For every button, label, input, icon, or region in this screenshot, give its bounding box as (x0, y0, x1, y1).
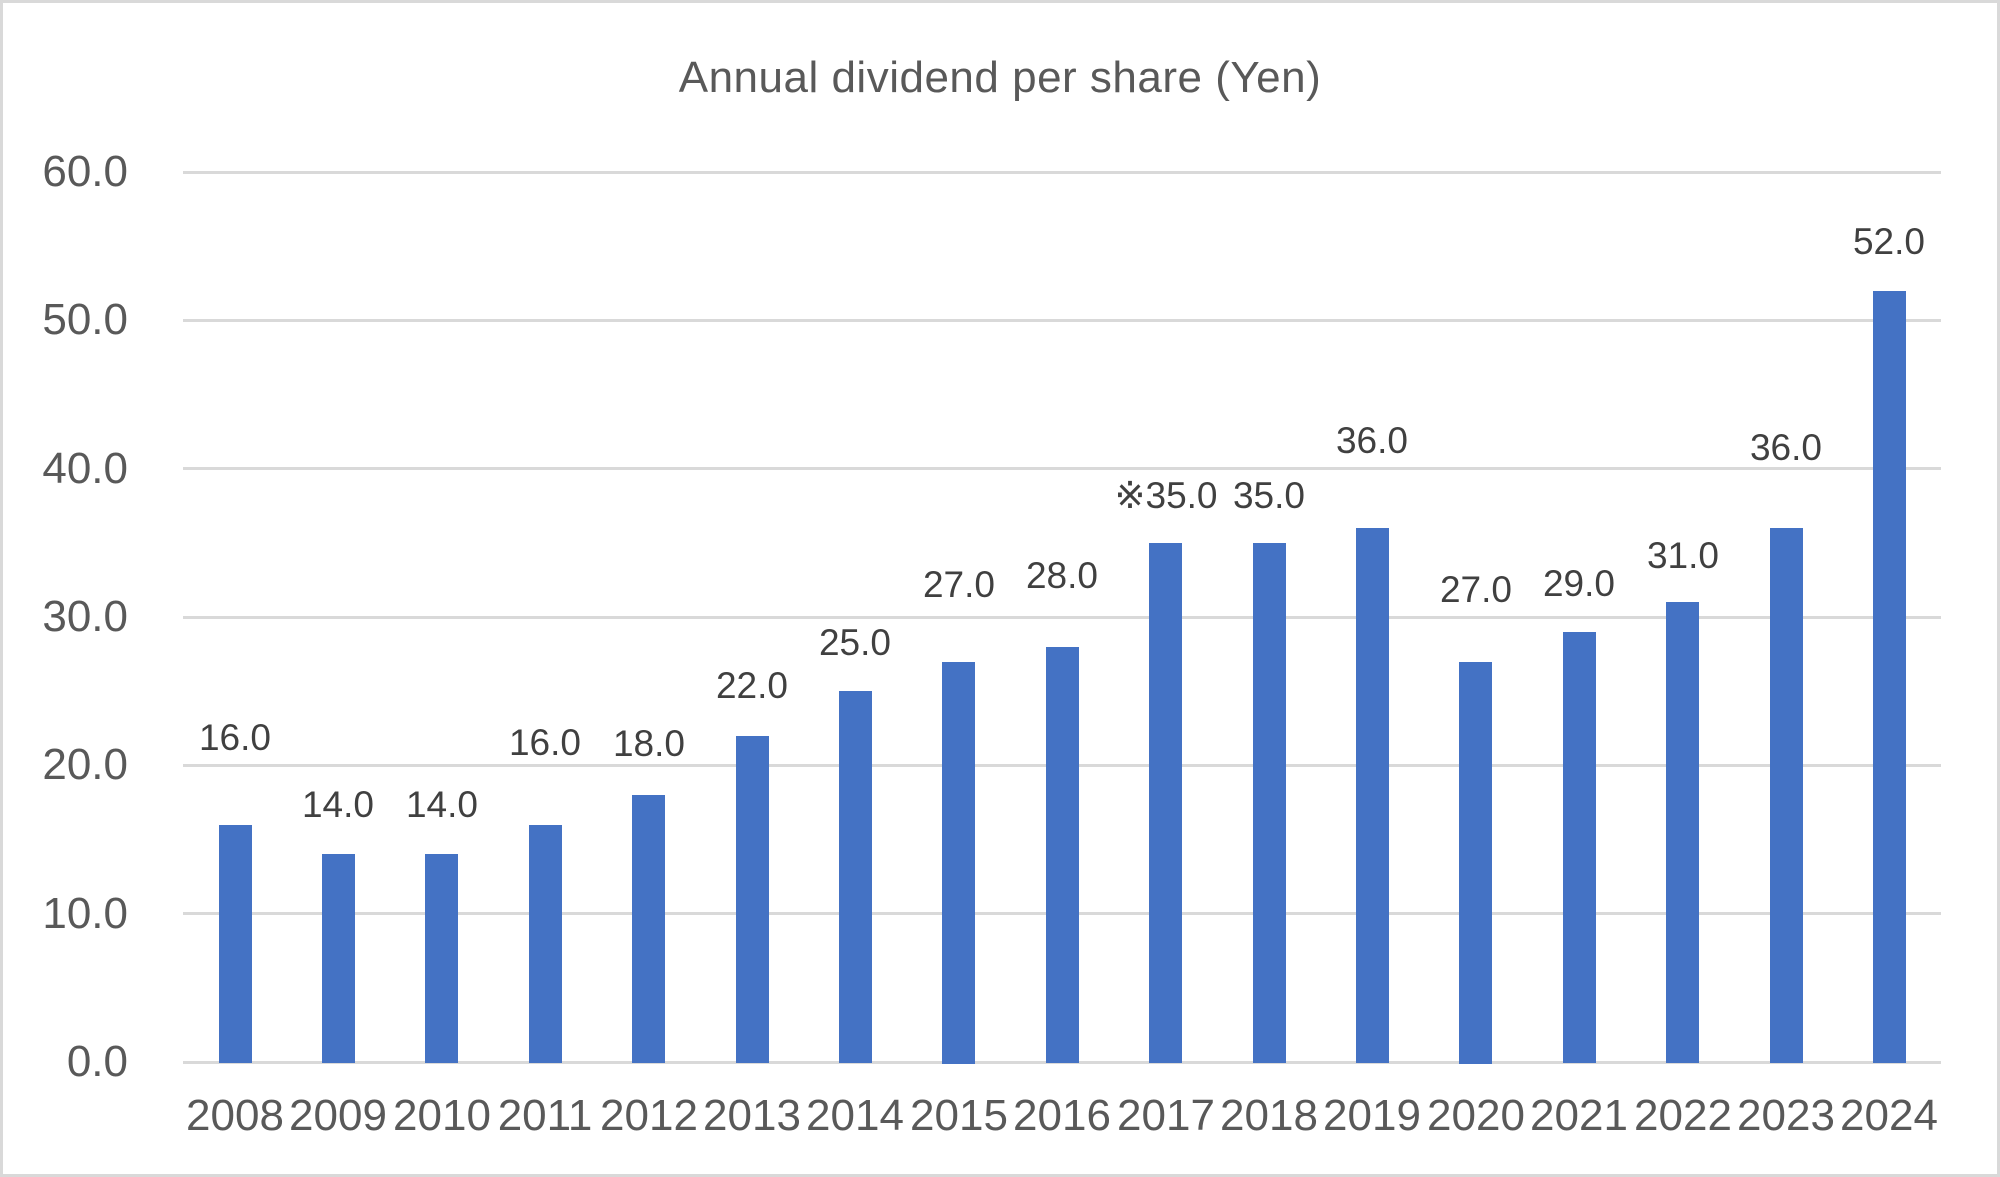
y-axis-tick-label: 0.0 (66, 1037, 128, 1086)
x-axis-category-label: 2019 (1323, 1091, 1421, 1140)
y-axis-tick-label: 10.0 (42, 889, 128, 938)
bar (1149, 543, 1182, 1063)
x-axis-category-label: 2018 (1220, 1091, 1318, 1140)
x-axis-category-label: 2022 (1634, 1091, 1732, 1140)
x-axis-category-label: 2008 (186, 1091, 284, 1140)
bar-value-label: 22.0 (715, 665, 788, 706)
bar-value-label: ※35.0 (1114, 475, 1218, 516)
bar (632, 795, 665, 1063)
x-axis-category-label: 2014 (806, 1091, 904, 1140)
x-axis-category-label: 2023 (1737, 1091, 1835, 1140)
plot-area: 0.0 10.0 20.0 30.0 40.0 50.0 60.0 16.0 2008 14.0 2… (3, 3, 1997, 1174)
bar-value-label: 27.0 (922, 564, 995, 605)
bar-value-label: 35.0 (1232, 475, 1305, 516)
bar-value-label: 36.0 (1749, 427, 1822, 468)
x-axis-category-label: 2012 (600, 1091, 698, 1140)
bar-value-label: 27.0 (1439, 569, 1512, 610)
gridline (183, 319, 1941, 322)
y-axis-tick-label: 40.0 (42, 444, 128, 493)
x-axis-category-label: 2009 (289, 1091, 387, 1140)
bar-value-label: 18.0 (612, 723, 685, 764)
bar-value-label: 16.0 (198, 717, 271, 758)
y-axis-tick-label: 50.0 (42, 295, 128, 344)
bar (529, 825, 562, 1063)
x-axis-category-label: 2011 (497, 1091, 593, 1140)
x-axis-category-label: 2013 (703, 1091, 801, 1140)
bar (1563, 632, 1596, 1063)
bar (425, 854, 458, 1063)
x-axis-category-label: 2010 (393, 1091, 491, 1140)
bar (1253, 543, 1286, 1063)
y-axis-tick-label: 60.0 (42, 147, 128, 196)
bar (322, 854, 355, 1063)
bar (1770, 528, 1803, 1063)
x-axis-category-label: 2017 (1117, 1091, 1215, 1140)
bar-value-label: 52.0 (1852, 221, 1925, 262)
bar (1459, 662, 1492, 1064)
gridline (183, 171, 1941, 174)
gridline (183, 616, 1941, 619)
x-axis-category-label: 2020 (1427, 1091, 1525, 1140)
x-axis-category-label: 2015 (910, 1091, 1008, 1140)
bar (736, 736, 769, 1063)
bar-value-label: 14.0 (301, 784, 374, 825)
bar-value-label: 16.0 (508, 722, 581, 763)
bar (839, 691, 872, 1063)
bar (1873, 291, 1906, 1063)
chart-title: Annual dividend per share (Yen) (678, 53, 1322, 102)
bar (219, 825, 252, 1063)
bar-value-label: 29.0 (1542, 563, 1615, 604)
bar (1666, 602, 1699, 1063)
gridline (183, 467, 1941, 470)
x-axis-category-label: 2016 (1013, 1091, 1111, 1140)
bar-value-label: 31.0 (1646, 535, 1719, 576)
y-axis-tick-label: 20.0 (42, 740, 128, 789)
bar-value-label: 14.0 (405, 784, 478, 825)
bar-value-label: 28.0 (1025, 555, 1098, 596)
bar-value-label: 36.0 (1335, 420, 1408, 461)
bar-value-label: 25.0 (818, 622, 891, 663)
bar (1356, 528, 1389, 1063)
bar (942, 662, 975, 1064)
x-axis-category-label: 2021 (1530, 1091, 1628, 1140)
y-axis-tick-label: 30.0 (42, 592, 128, 641)
bar (1046, 647, 1079, 1063)
x-axis-category-label: 2024 (1840, 1091, 1938, 1140)
